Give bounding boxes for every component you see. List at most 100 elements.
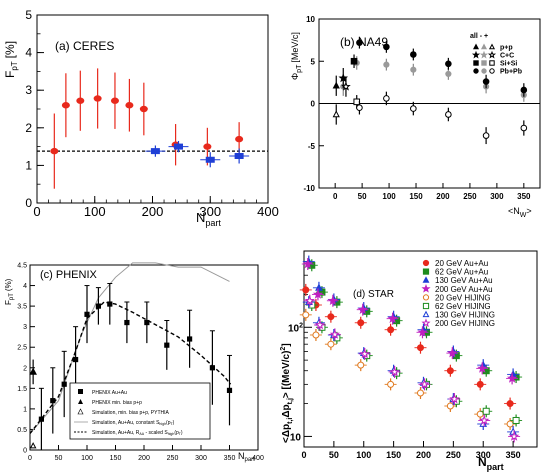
data-point — [327, 313, 335, 321]
panel-c-legend-box — [69, 382, 211, 440]
data-point — [209, 365, 215, 371]
legend-marker — [422, 294, 430, 301]
data-point — [449, 393, 460, 404]
panel-a-ylabel: FpT[%] — [3, 41, 19, 78]
x-tick-label: 0 — [33, 204, 40, 219]
panel-d-star: (d) STAR <Δpt,iΔpt,j> [(MeV/c)2] Npart 2… — [280, 250, 538, 472]
data-point — [144, 319, 150, 326]
x-tick-label: 300 — [476, 450, 491, 460]
legend-marker — [489, 68, 495, 74]
data-point — [234, 153, 244, 159]
legend-marker-triangle — [78, 399, 83, 404]
data-point — [124, 319, 130, 326]
y-tick-label: 0 — [25, 196, 32, 210]
x-tick-label: 300 — [199, 204, 221, 219]
data-point — [446, 402, 454, 410]
y-tick-label: -5 — [308, 142, 316, 151]
data-point — [520, 86, 528, 94]
y-tick-label: 10 — [306, 15, 315, 24]
y-tick-label: 102 — [288, 322, 303, 334]
data-point — [304, 295, 315, 306]
x-tick-label: 300 — [195, 455, 207, 462]
data-point — [50, 147, 59, 155]
legend-marker — [481, 68, 487, 74]
data-point — [353, 98, 361, 106]
pp-point — [29, 367, 37, 375]
data-point — [302, 258, 313, 269]
data-point — [357, 304, 368, 314]
data-point — [416, 344, 424, 352]
x-tick-label: 200 — [138, 455, 150, 462]
x-tick-label: 250 — [463, 192, 477, 201]
x-tick-label: 100 — [84, 204, 106, 219]
legend-marker — [422, 302, 430, 310]
data-point — [235, 135, 244, 143]
legend-marker — [481, 60, 487, 66]
panel-a-marks — [37, 68, 268, 189]
x-tick-label: 100 — [81, 455, 93, 462]
legend-label: 200 GeV Au+Au — [435, 285, 493, 294]
x-tick-label: 300 — [490, 192, 504, 201]
panel-b-xlabel: <NW> — [508, 206, 532, 219]
data-point — [173, 143, 183, 150]
y-tick-label: 1.5 — [17, 386, 27, 393]
panel-c-label: (c) PHENIX — [40, 269, 98, 281]
y-tick-label: 3 — [25, 83, 32, 97]
data-point — [312, 289, 323, 299]
x-tick-label: 50 — [55, 455, 63, 462]
x-tick-label: 350 — [506, 450, 521, 460]
panel-b-label: (b) NA49 — [340, 35, 388, 49]
legend-marker-open-triangle — [77, 408, 84, 415]
data-point — [93, 95, 102, 102]
data-point — [350, 57, 358, 65]
data-point — [482, 407, 490, 415]
y-tick-label: 3 — [23, 324, 27, 331]
data-point — [479, 415, 490, 425]
data-point — [476, 380, 484, 388]
data-point — [357, 361, 365, 369]
data-point — [512, 416, 520, 424]
data-point — [507, 373, 518, 383]
y-tick-label: 2 — [25, 121, 32, 135]
y-tick-label: 2 — [23, 365, 27, 372]
x-tick-label: 0 — [28, 455, 32, 462]
data-point — [410, 66, 417, 73]
legend-label: 200 GeV HIJING — [435, 319, 495, 328]
data-point — [327, 340, 335, 348]
panel-d-frame — [303, 250, 538, 448]
data-point — [76, 97, 85, 104]
data-point — [73, 356, 79, 363]
legend-marker — [422, 310, 430, 318]
x-tick-label: 0 — [333, 192, 338, 201]
data-point — [410, 105, 417, 112]
data-point — [383, 61, 390, 68]
legend-marker — [421, 284, 431, 293]
data-point — [387, 326, 395, 334]
panel-b-marks — [319, 36, 540, 145]
legend-label: C+C — [500, 53, 514, 60]
y-tick-label: 0 — [23, 448, 27, 455]
legend-marker — [422, 276, 430, 283]
panel-c-legend-item-4: Simulation, Au+Au, RAA - scaled Shigh(pT… — [92, 430, 183, 436]
data-point — [387, 313, 398, 323]
panel-d-label: (d) STAR — [353, 289, 394, 300]
data-point — [476, 410, 484, 418]
y-tick-label: 2.5 — [17, 345, 27, 352]
data-point — [226, 387, 233, 393]
x-tick-label: 100 — [356, 450, 371, 460]
panel-c-marks — [29, 262, 233, 450]
panel-c-legend: PHENIX Au+Au PHENIX min. bias p+p Simula… — [69, 382, 211, 440]
y-tick-label: 1 — [23, 406, 27, 413]
data-point — [110, 97, 119, 104]
legend-marker — [473, 60, 479, 66]
data-point — [125, 102, 134, 109]
x-tick-label: 250 — [446, 450, 461, 460]
panel-c-legend-item-1: PHENIX min. bias p+p — [92, 400, 142, 406]
line-raa-scaled — [29, 301, 232, 435]
x-tick-label: 150 — [409, 192, 423, 201]
panel-d-xlabel: Npart — [478, 455, 504, 472]
x-tick-label: 400 — [257, 204, 279, 219]
data-point — [520, 124, 528, 132]
panel-a-label: (a) CERES — [55, 39, 114, 53]
